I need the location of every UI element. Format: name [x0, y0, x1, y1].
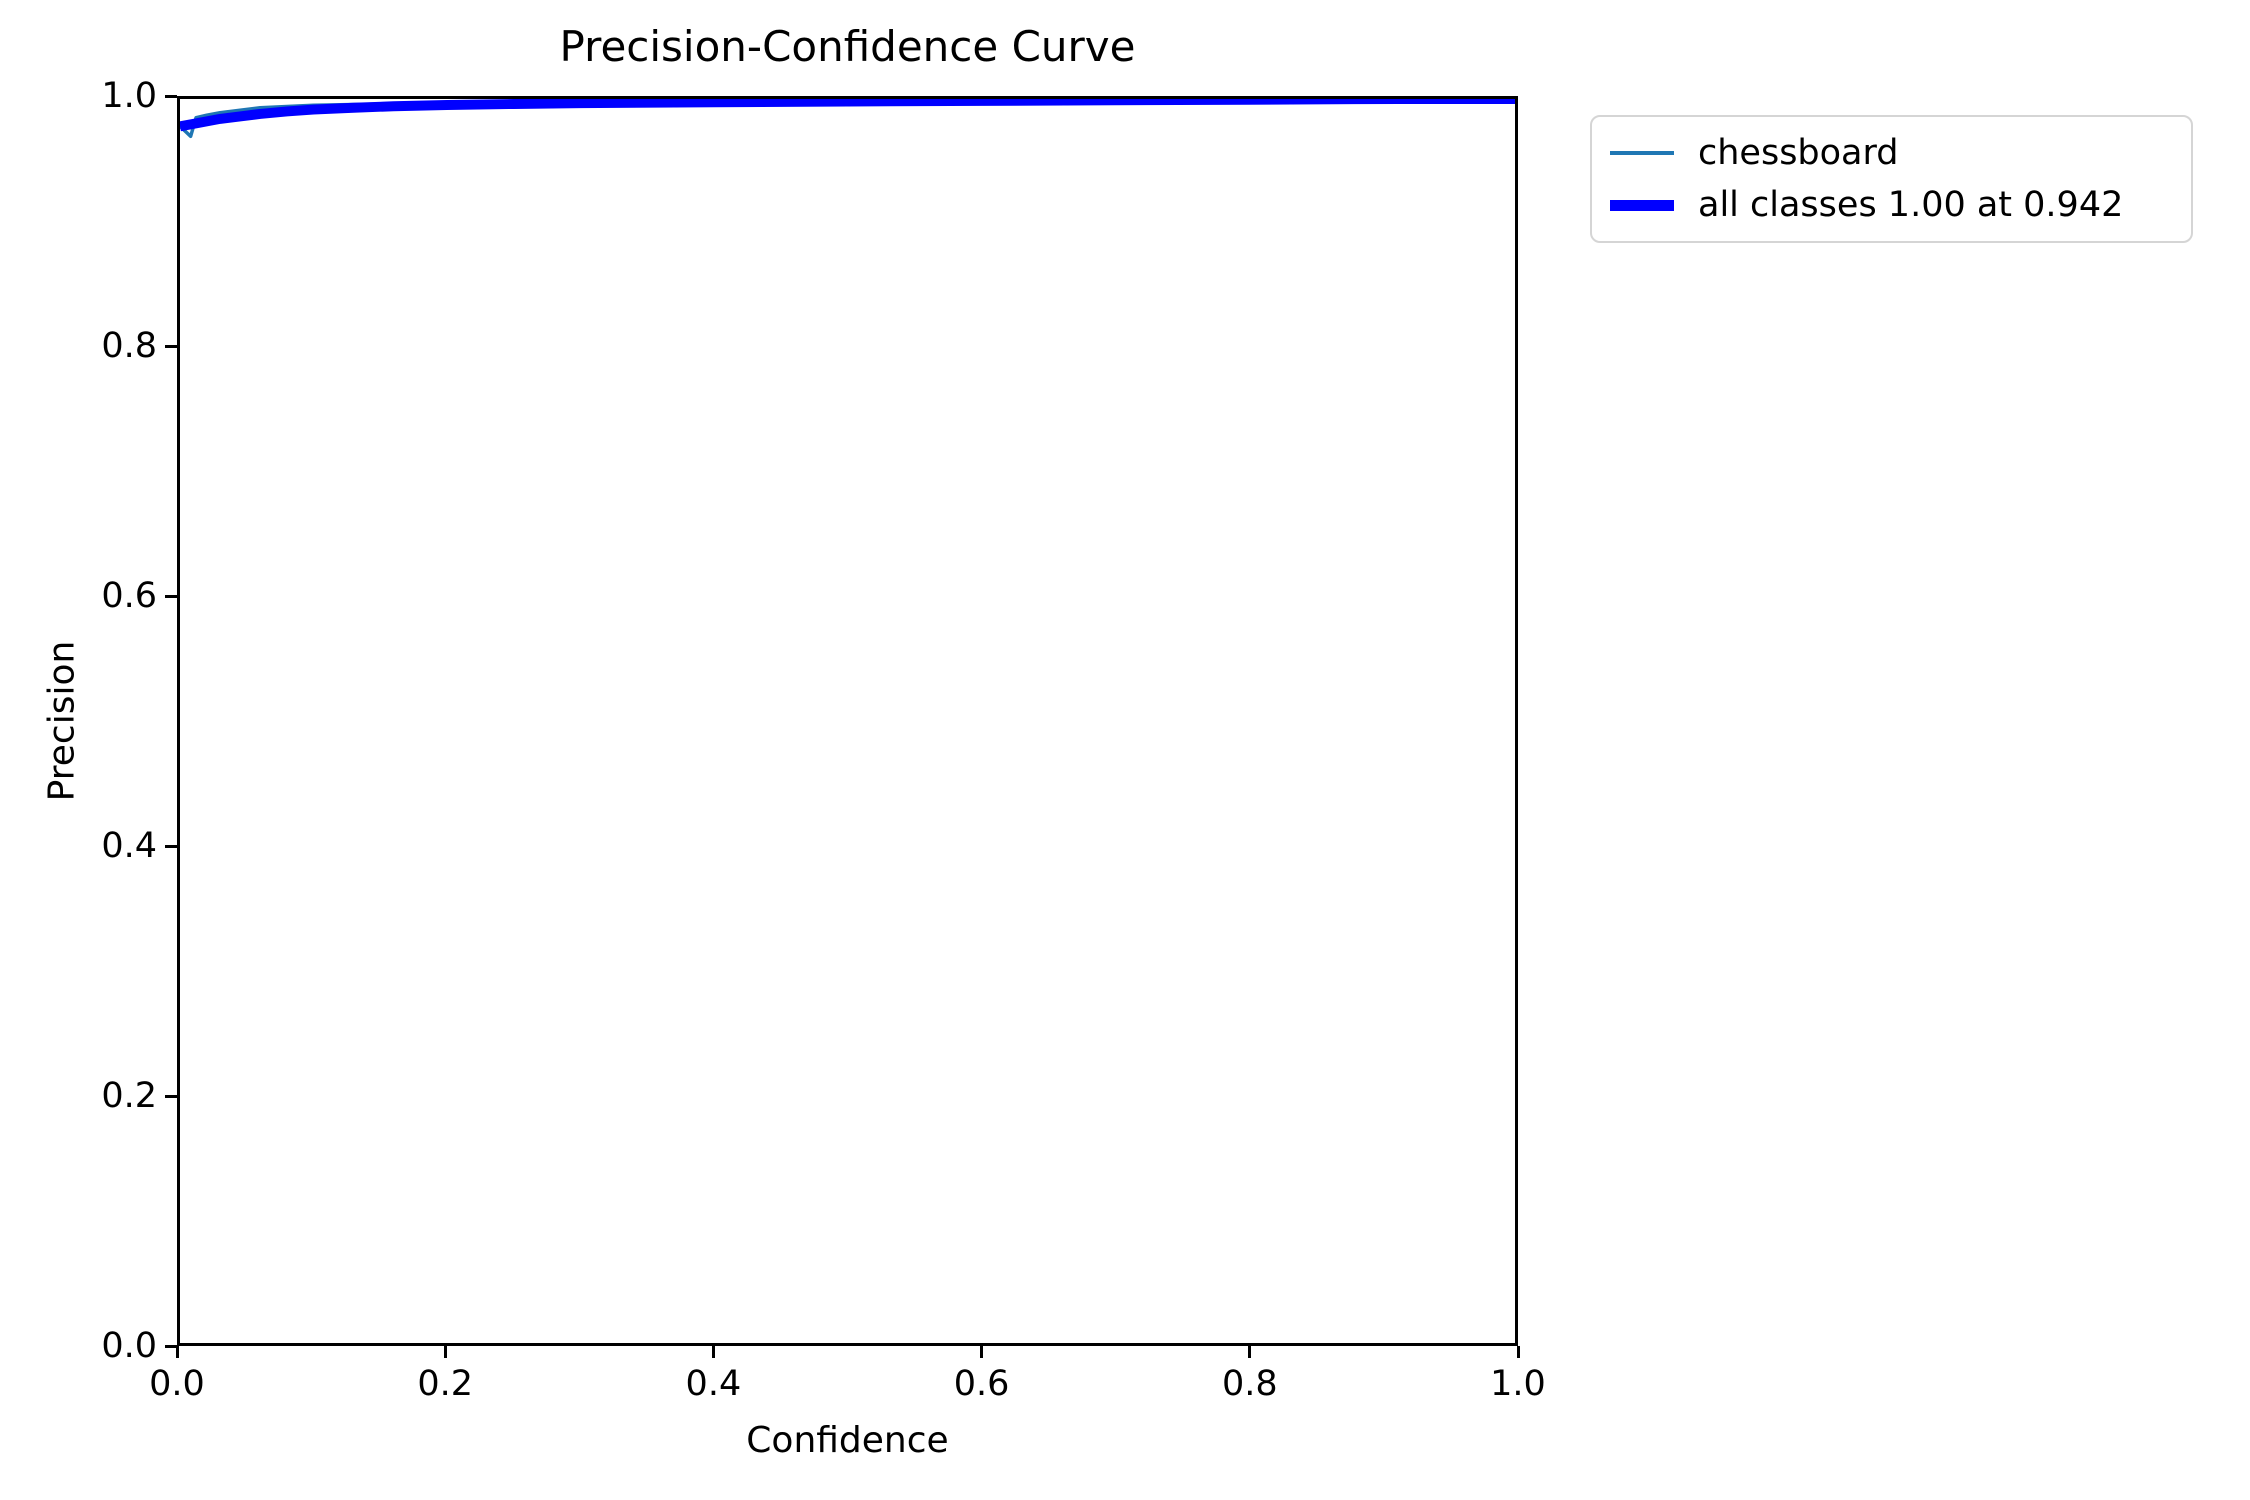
legend: chessboard all classes 1.00 at 0.942: [1590, 115, 2193, 243]
y-tick-label: 1.0: [101, 76, 157, 116]
legend-item-chessboard: chessboard: [1592, 133, 2191, 173]
x-axis-label: Confidence: [746, 1420, 949, 1461]
y-tick-mark: [165, 344, 177, 348]
x-tick-mark: [443, 1346, 447, 1358]
x-tick-mark: [175, 1346, 179, 1358]
y-tick-label: 0.6: [101, 576, 157, 616]
x-tick-mark: [1248, 1346, 1252, 1358]
legend-label-chessboard: chessboard: [1698, 133, 1899, 173]
x-tick-label: 0.4: [685, 1364, 742, 1404]
x-tick-label: 1.0: [1490, 1364, 1546, 1404]
series-line-all-classes: [180, 99, 1515, 132]
plot-area: [177, 96, 1518, 1346]
legend-label-all-classes: all classes 1.00 at 0.942: [1698, 185, 2124, 225]
y-tick-label: 0.8: [101, 326, 157, 366]
x-tick-label: 0.6: [953, 1364, 1010, 1404]
x-tick-label: 0.2: [417, 1364, 474, 1404]
y-tick-label: 0.0: [101, 1326, 157, 1366]
legend-line-swatch-all-classes: [1610, 199, 1674, 211]
legend-item-all-classes: all classes 1.00 at 0.942: [1592, 185, 2191, 225]
y-tick-mark: [165, 844, 177, 848]
curves-canvas: [180, 99, 1515, 139]
y-tick-label: 0.2: [101, 1076, 157, 1116]
y-tick-mark: [165, 1094, 177, 1098]
x-tick-label: 0.0: [149, 1364, 205, 1404]
x-tick-mark: [711, 1346, 715, 1358]
y-tick-label: 0.4: [101, 826, 157, 866]
y-axis-label: Precision: [41, 640, 83, 802]
x-tick-mark: [1516, 1346, 1520, 1358]
x-tick-mark: [980, 1346, 984, 1358]
y-tick-mark: [165, 1344, 177, 1348]
chart-title: Precision-Confidence Curve: [559, 22, 1136, 71]
y-tick-mark: [165, 594, 177, 598]
y-tick-mark: [165, 94, 177, 98]
x-tick-label: 0.8: [1221, 1364, 1278, 1404]
legend-line-swatch-chessboard: [1610, 151, 1674, 155]
